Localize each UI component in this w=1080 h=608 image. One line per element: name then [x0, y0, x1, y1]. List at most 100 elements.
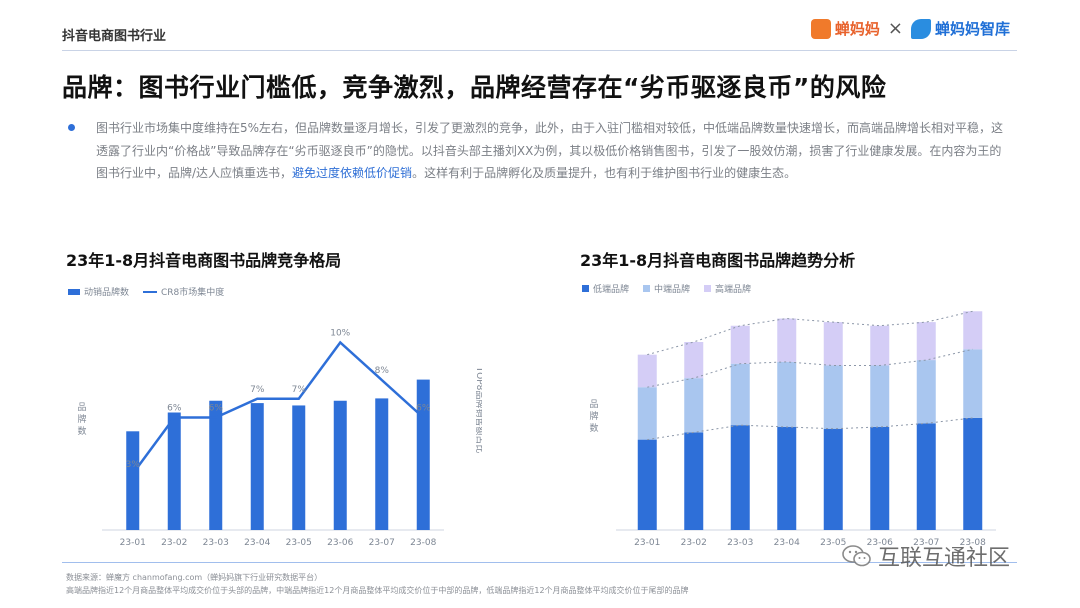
cr8-data-label: 3%: [126, 460, 141, 470]
right-chart-legend: 低端品牌 中端品牌 高端品牌: [582, 282, 751, 295]
brand-separator: ×: [887, 18, 903, 39]
cr8-data-label: 6%: [416, 404, 431, 414]
top-bar: 抖音电商图书行业 蝉妈妈 × 蝉妈妈智库: [0, 0, 1080, 50]
bar-low-end: [730, 425, 750, 530]
cr8-data-label: 7%: [292, 385, 307, 395]
bar-mid-end: [870, 365, 890, 427]
bar-low-end: [777, 426, 797, 530]
chanmama-logo: 蝉妈妈: [810, 18, 880, 39]
x-tick-label: 23-05: [286, 538, 312, 548]
bar-mid-end: [916, 360, 936, 424]
legend-swatch-bar: [68, 288, 80, 295]
section-tag: 抖音电商图书行业: [62, 29, 167, 44]
y-axis-label-char: 品: [589, 399, 598, 410]
x-tick-label: 23-08: [410, 538, 436, 548]
cr8-data-label: 10%: [330, 329, 350, 339]
bar-brand-count: [209, 400, 223, 530]
bar-mid-end: [684, 378, 704, 433]
legend-label: 低端品牌: [593, 285, 630, 295]
bar-brand-count: [126, 431, 140, 530]
footnote: 高端品牌指近12个月商品整体平均成交价位于头部的品牌，中端品牌指近12个月商品整…: [66, 586, 689, 595]
bullet-icon: [68, 124, 75, 131]
summary-text-1: 图书行业市场集中度维持在5%左右，但品牌数量逐月增长，引发了更激烈的竞争，此外，…: [96, 121, 1004, 180]
chanmama-logo-icon: [810, 18, 831, 39]
bar-brand-count: [375, 398, 389, 530]
x-tick-label: 23-08: [960, 538, 986, 548]
y-axis-label-char: 数: [77, 425, 86, 437]
bar-low-end: [684, 432, 704, 530]
legend-label: 高端品牌: [715, 285, 752, 295]
header-divider: [62, 50, 1017, 51]
bar-high-end: [870, 325, 890, 366]
left-chart-legend: 动销品牌数 CR8市场集中度: [68, 285, 224, 298]
brand-right-name: 蝉妈妈智库: [934, 20, 1010, 38]
summary-paragraph: 图书行业市场集中度维持在5%左右，但品牌数量逐月增长，引发了更激烈的竞争，此外，…: [96, 117, 1008, 185]
x-tick-label: 23-01: [120, 538, 146, 548]
x-tick-label: 23-02: [681, 538, 707, 548]
bar-mid-end: [823, 365, 843, 429]
bar-low-end: [916, 423, 936, 530]
bar-mid-end: [637, 387, 657, 440]
wechat-icon: [842, 545, 871, 567]
legend-swatch: [643, 285, 651, 292]
bar-brand-count: [250, 403, 264, 530]
bar-brand-count: [167, 412, 181, 530]
bar-brand-count: [292, 405, 306, 530]
legend-item-low-end: 低端品牌: [582, 282, 629, 295]
right-chart-title: 23年1-8月抖音电商图书品牌趋势分析: [580, 251, 856, 270]
page-title: 品牌：图书行业门槛低，竞争激烈，品牌经营存在“劣币驱逐良币”的风险: [62, 73, 887, 102]
x-tick-label: 23-03: [203, 538, 229, 548]
bar-brand-count: [333, 400, 347, 530]
cr8-data-label: 8%: [375, 366, 390, 376]
legend-label: 中端品牌: [654, 285, 691, 295]
legend-swatch: [704, 285, 712, 292]
x-tick-label: 23-03: [727, 538, 753, 548]
cr8-data-label: 7%: [250, 385, 265, 395]
y-axis-label-char: 品: [77, 402, 86, 413]
bar-high-end: [963, 311, 983, 350]
x-tick-label: 23-04: [244, 538, 270, 548]
legend-label: CR8市场集中度: [161, 288, 225, 298]
chanmama-think-tank-logo: 蝉妈妈智库: [910, 18, 1010, 39]
brand-logos: 蝉妈妈 × 蝉妈妈智库: [810, 18, 1010, 39]
legend-label: 动销品牌数: [84, 288, 130, 298]
left-chart-title: 23年1-8月抖音电商图书品牌竞争格局: [66, 251, 342, 270]
x-tick-label: 23-01: [634, 538, 660, 548]
legend-swatch: [582, 285, 589, 292]
trend-dashed-line: [647, 348, 973, 388]
legend-item-high-end: 高端品牌: [704, 282, 751, 295]
footer-divider: [62, 562, 1017, 563]
right-chart: 23-01 23-02 23-03 23-04 23-05 23-06 23-07 23-08…: [589, 310, 996, 548]
x-tick-label: 23-02: [161, 538, 187, 548]
legend-item-mid-end: 中端品牌: [643, 282, 690, 295]
x-tick-label: 23-06: [327, 538, 353, 548]
legend-item-brand-count: 动销品牌数: [68, 285, 129, 298]
cr8-line: [131, 340, 425, 475]
x-tick-label: 23-06: [867, 538, 893, 548]
bar-high-end: [730, 325, 750, 364]
bar-brand-count: [416, 379, 430, 530]
brand-left-name: 蝉妈妈: [834, 20, 880, 38]
x-tick-label: 23-04: [774, 538, 800, 548]
x-tick-label: 23-07: [369, 538, 395, 548]
y-axis-label-char: 数: [589, 422, 598, 434]
cr8-data-label: 6%: [209, 404, 224, 414]
y2-axis-label: TOP8品牌销售额占比: [474, 366, 482, 454]
bar-mid-end: [963, 349, 983, 418]
cr8-data-label: 6%: [167, 404, 182, 414]
y-axis-label-char: 牌: [589, 410, 598, 422]
bar-high-end: [823, 322, 843, 366]
x-tick-label: 23-07: [913, 538, 939, 548]
watermark-text: 互联互通社区: [878, 546, 1011, 571]
watermark: 互联互通社区: [842, 540, 1010, 572]
bar-low-end: [870, 426, 890, 530]
x-tick-label: 23-05: [820, 538, 846, 548]
summary-text-2: 。这样有利于品牌孵化及质量提升，也有利于维护图书行业的健康生态。: [412, 166, 797, 180]
bar-low-end: [963, 417, 983, 530]
bar-mid-end: [730, 363, 750, 426]
bar-high-end: [684, 342, 704, 379]
left-chart: 23-01 23-02 23-03 23-04 23-05 23-06 23-07 23-08…: [77, 329, 482, 549]
legend-swatch-line: [143, 290, 158, 293]
data-source: 数据来源：蝉魔方 chanmofang.com（蝉妈妈旗下行业研究数据平台）: [66, 573, 323, 582]
legend-item-cr8: CR8市场集中度: [143, 285, 224, 298]
